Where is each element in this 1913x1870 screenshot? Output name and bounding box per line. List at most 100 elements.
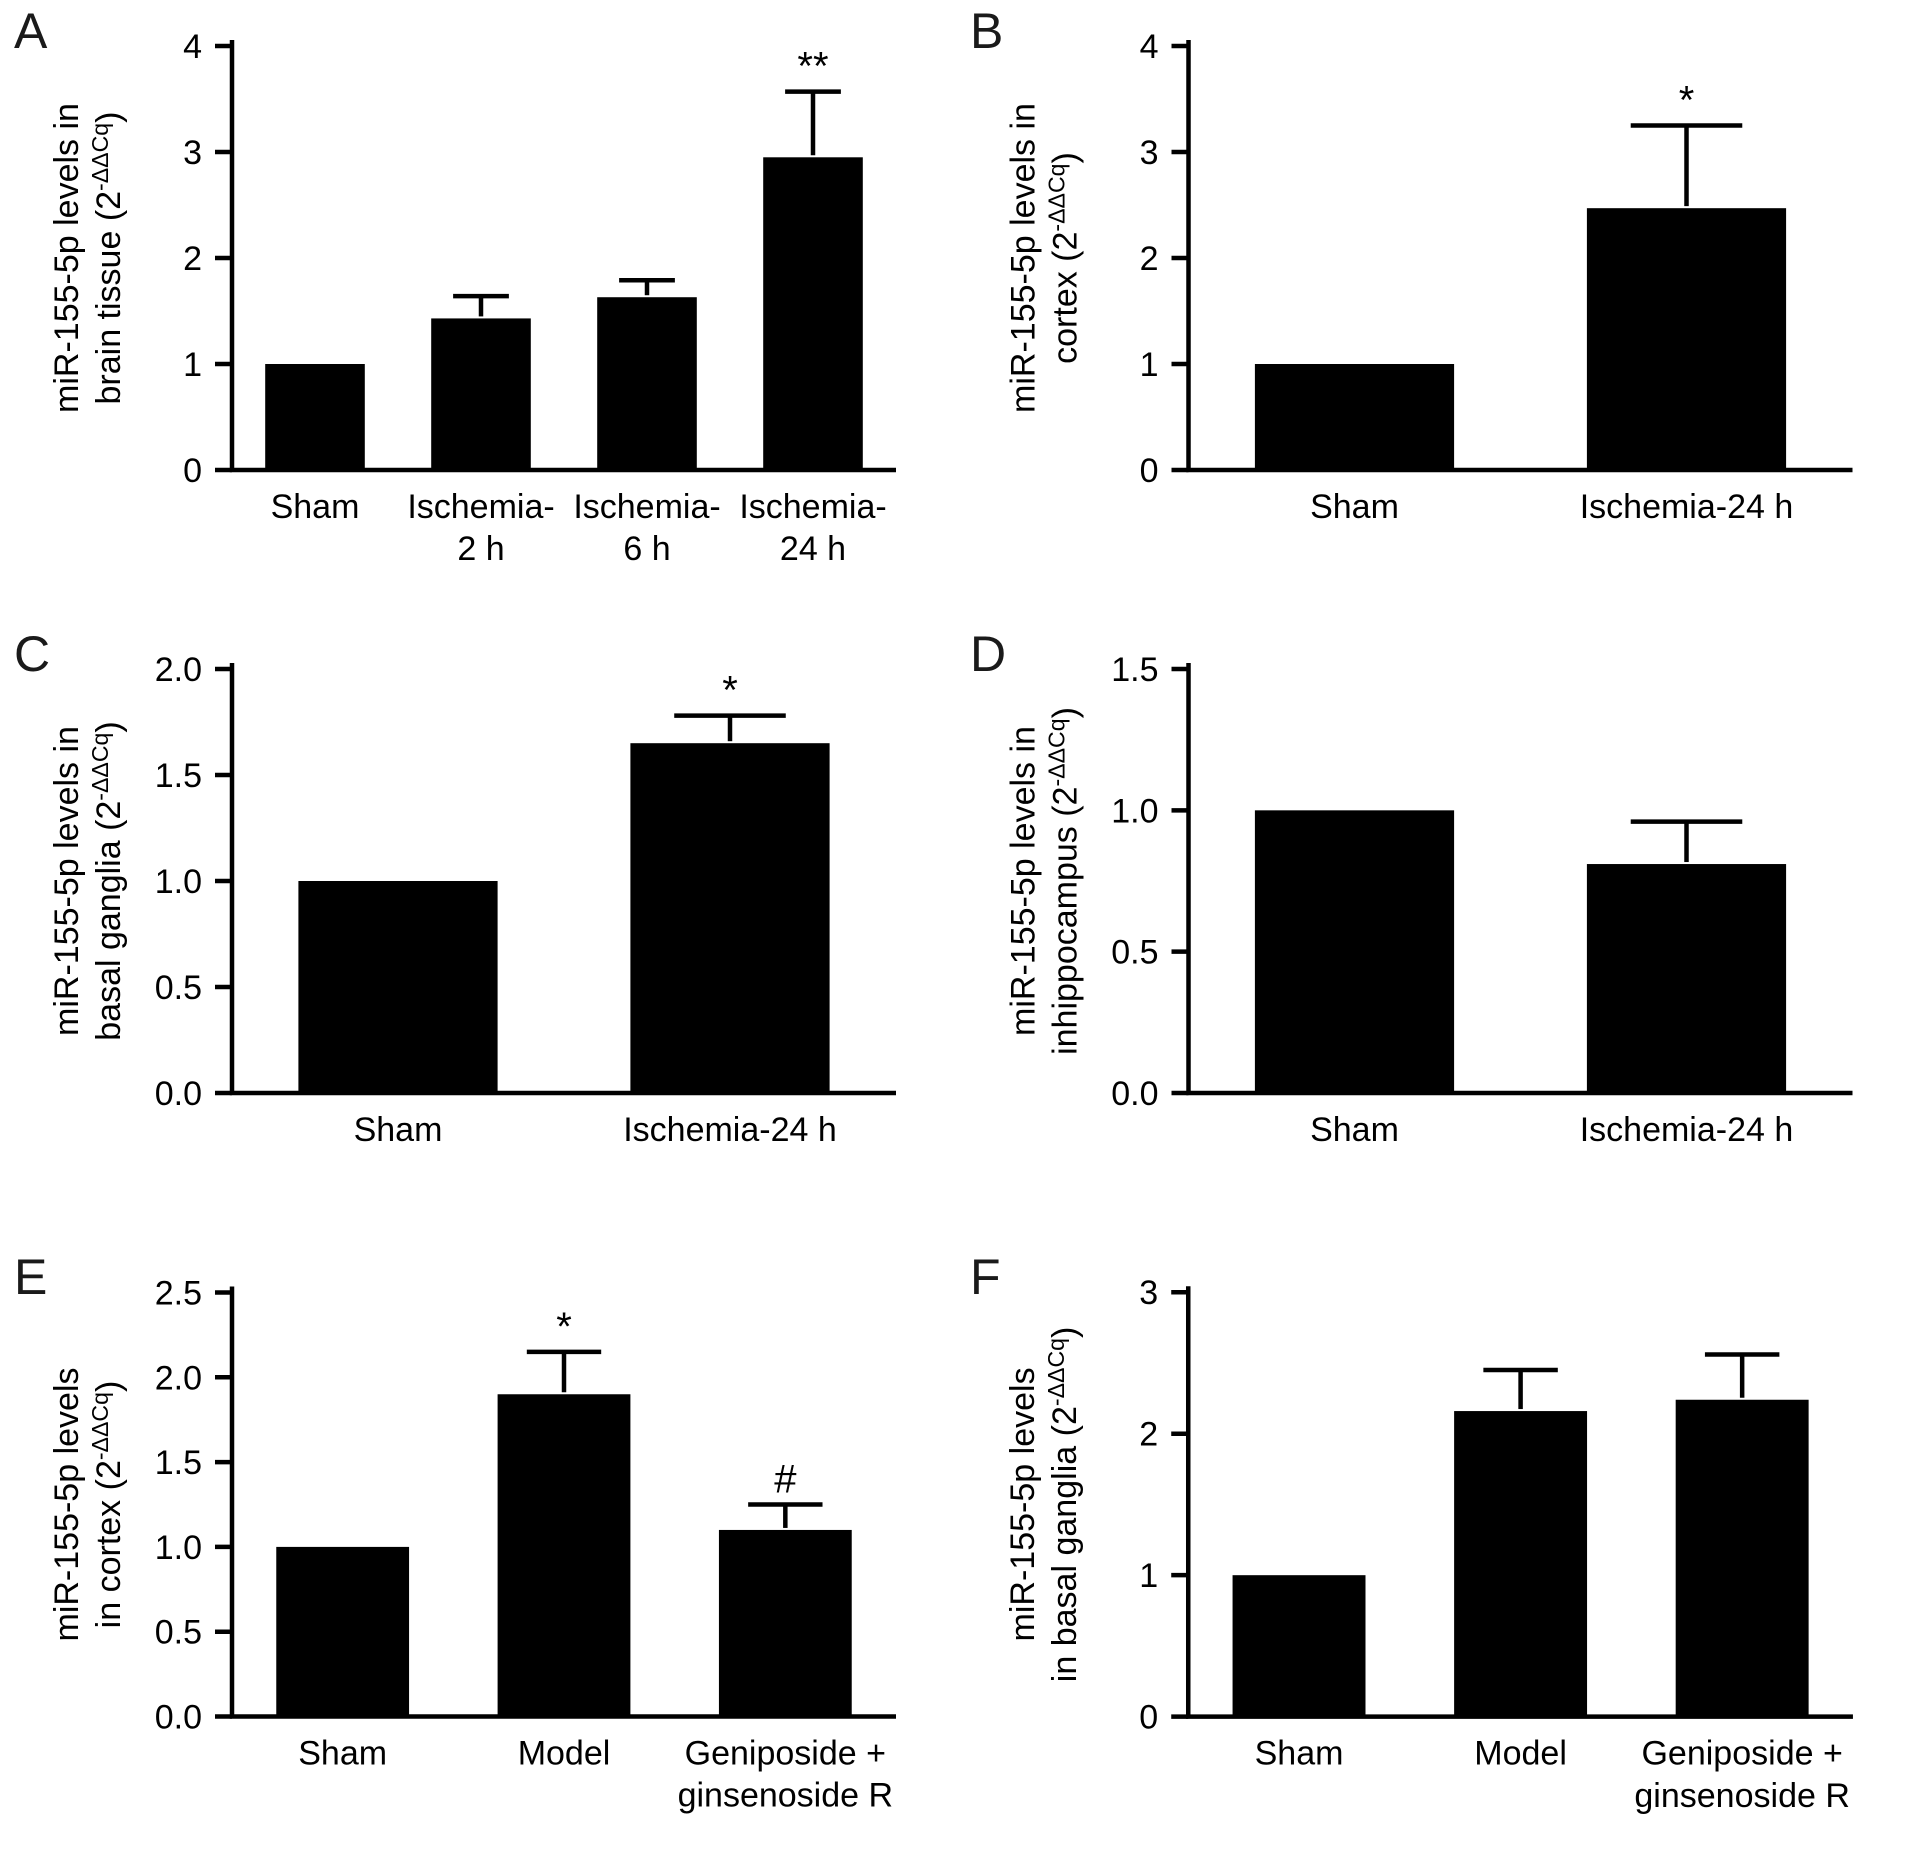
y-tick-label: 2.5 — [155, 1275, 202, 1313]
panel-letter-e: E — [14, 1249, 48, 1305]
y-tick-label: 1.5 — [155, 757, 202, 795]
x-category-label: Ischemia-24 h — [1580, 488, 1794, 526]
significance-marker: * — [1679, 79, 1695, 123]
y-tick-label: 3 — [1140, 134, 1159, 172]
y-axis-label: cortex (2-ΔΔCq) — [1044, 152, 1085, 364]
x-category-label: Sham — [298, 1735, 387, 1773]
bar-chart-basal-ganglia-ischemia: 0.0 0.5 1.0 1.5 2.0 miR-155-5p levels in basal… — [48, 651, 896, 1149]
y-tick-label: 0.0 — [1111, 1075, 1158, 1113]
y-tick-label: 0 — [1139, 1699, 1158, 1737]
x-category-label: ginsenoside R — [678, 1777, 893, 1815]
y-tick-label: 1.0 — [155, 1529, 202, 1567]
y-tick-label: 0.5 — [155, 969, 202, 1007]
y-tick-label: 1.5 — [155, 1444, 202, 1482]
bar-chart-cortex-treatment: 0.0 0.5 1.0 1.5 2.0 2.5 miR-155-5p levels in co… — [48, 1275, 896, 1815]
significance-marker: * — [556, 1305, 572, 1349]
x-category-label: Ischemia- — [407, 488, 554, 526]
y-tick-label: 0.0 — [155, 1075, 202, 1113]
bar — [1586, 864, 1787, 1093]
x-category-label: Model — [1474, 1735, 1567, 1773]
y-tick-label: 0.5 — [155, 1614, 202, 1652]
y-tick-label: 0.5 — [1111, 934, 1158, 972]
y-tick-label: 4 — [183, 28, 202, 66]
x-category-label: ginsenoside R — [1634, 1777, 1850, 1815]
panel-letter-f: F — [970, 1249, 1001, 1305]
significance-marker: ** — [797, 45, 828, 89]
y-tick-label: 1.5 — [1111, 651, 1158, 689]
bar — [718, 1529, 852, 1717]
bar — [265, 364, 365, 470]
y-tick-label: 0 — [1140, 452, 1159, 490]
bar — [1675, 1399, 1809, 1717]
panel-d: D 0.0 0.5 1.0 1.5 miR-155-5p levels in inhipp… — [956, 623, 1913, 1246]
y-axis-label: miR-155-5p levels in — [48, 103, 86, 413]
y-tick-label: 2 — [1140, 240, 1159, 278]
y-tick-label: 2.0 — [155, 651, 202, 689]
y-tick-label: 1.0 — [155, 863, 202, 901]
panel-f: F 0 1 2 3 miR-155-5p levels in basal ganglia … — [956, 1246, 1913, 1870]
y-tick-label: 0 — [183, 452, 202, 490]
bar — [1232, 1575, 1366, 1717]
x-category-label: Sham — [354, 1111, 443, 1149]
y-tick-label: 2 — [1139, 1416, 1158, 1454]
bar-chart-basal-ganglia-treatment: 0 1 2 3 miR-155-5p levels in basal ganglia (2… — [1004, 1274, 1853, 1815]
bar-chart-cortex-ischemia: 0 1 2 3 4 miR-155-5p levels in cortex (2-ΔΔCq)… — [1005, 28, 1853, 526]
x-category-label: Geniposide + — [685, 1735, 886, 1773]
bar-chart-hippocampus: 0.0 0.5 1.0 1.5 miR-155-5p levels in inhippoc… — [1005, 651, 1853, 1149]
x-category-label: Geniposide + — [1641, 1735, 1842, 1773]
significance-marker: * — [722, 669, 738, 713]
bar — [1454, 1411, 1588, 1717]
y-axis-label: brain tissue (2-ΔΔCq) — [87, 112, 128, 405]
significance-marker: # — [774, 1458, 797, 1502]
bar — [497, 1394, 631, 1717]
y-tick-label: 1 — [1140, 346, 1159, 384]
y-tick-label: 1 — [1139, 1557, 1158, 1595]
x-category-label: Sham — [1310, 1111, 1399, 1149]
bar — [276, 1546, 410, 1717]
y-axis-label: miR-155-5p levels — [48, 1368, 86, 1642]
y-tick-label: 2 — [183, 240, 202, 278]
panel-letter-d: D — [970, 626, 1007, 682]
y-axis-label: in basal ganglia (2-ΔΔCq) — [1043, 1327, 1084, 1683]
y-axis-label: in cortex (2-ΔΔCq) — [87, 1381, 128, 1629]
panel-letter-c: C — [14, 626, 51, 682]
panel-letter-b: B — [970, 3, 1004, 59]
y-tick-label: 1.0 — [1111, 792, 1158, 830]
y-axis-label: basal ganglia (2-ΔΔCq) — [87, 721, 128, 1041]
bar — [1254, 364, 1455, 470]
panel-e: E 0.0 0.5 1.0 1.5 2.0 2.5 miR-155-5p levels in … — [0, 1246, 956, 1870]
y-tick-label: 1 — [183, 346, 202, 384]
x-category-label: Sham — [1310, 488, 1399, 526]
y-axis-label: inhippocampus (2-ΔΔCq) — [1044, 707, 1085, 1055]
y-axis-label: miR-155-5p levels — [1004, 1367, 1042, 1641]
y-tick-label: 2.0 — [155, 1359, 202, 1397]
x-category-label: Ischemia-24 h — [1580, 1111, 1794, 1149]
x-category-label: Model — [518, 1735, 611, 1773]
y-axis-label: miR-155-5p levels in — [1005, 103, 1043, 413]
x-category-label: Ischemia- — [573, 488, 720, 526]
x-category-label: 24 h — [780, 530, 846, 568]
bar — [763, 157, 863, 471]
panel-b: B 0 1 2 3 4 miR-155-5p levels in cortex (2-ΔΔC… — [956, 0, 1913, 623]
panel-c: C 0.0 0.5 1.0 1.5 2.0 miR-155-5p levels in bas… — [0, 623, 956, 1246]
y-tick-label: 0.0 — [155, 1699, 202, 1737]
bar — [431, 318, 531, 470]
x-category-label: 6 h — [623, 530, 670, 568]
bar-chart-brain-tissue: 0 1 2 3 4 miR-155-5p levels in brain tissue (2… — [48, 28, 896, 568]
bar — [1254, 810, 1455, 1093]
x-category-label: Ischemia-24 h — [623, 1111, 837, 1149]
bar — [1586, 208, 1787, 470]
bar — [298, 881, 498, 1093]
x-category-label: Sham — [1255, 1735, 1344, 1773]
bar — [597, 297, 697, 470]
y-tick-label: 3 — [1139, 1274, 1158, 1312]
y-axis-label: miR-155-5p levels in — [48, 726, 86, 1036]
x-category-label: Ischemia- — [739, 488, 886, 526]
panel-letter-a: A — [14, 3, 48, 59]
y-tick-label: 3 — [183, 134, 202, 172]
panel-a: A 0 1 2 3 4 miR-155-5p levels in brain tissue … — [0, 0, 956, 623]
x-category-label: 2 h — [457, 530, 504, 568]
x-category-label: Sham — [271, 488, 360, 526]
bar — [630, 743, 830, 1093]
